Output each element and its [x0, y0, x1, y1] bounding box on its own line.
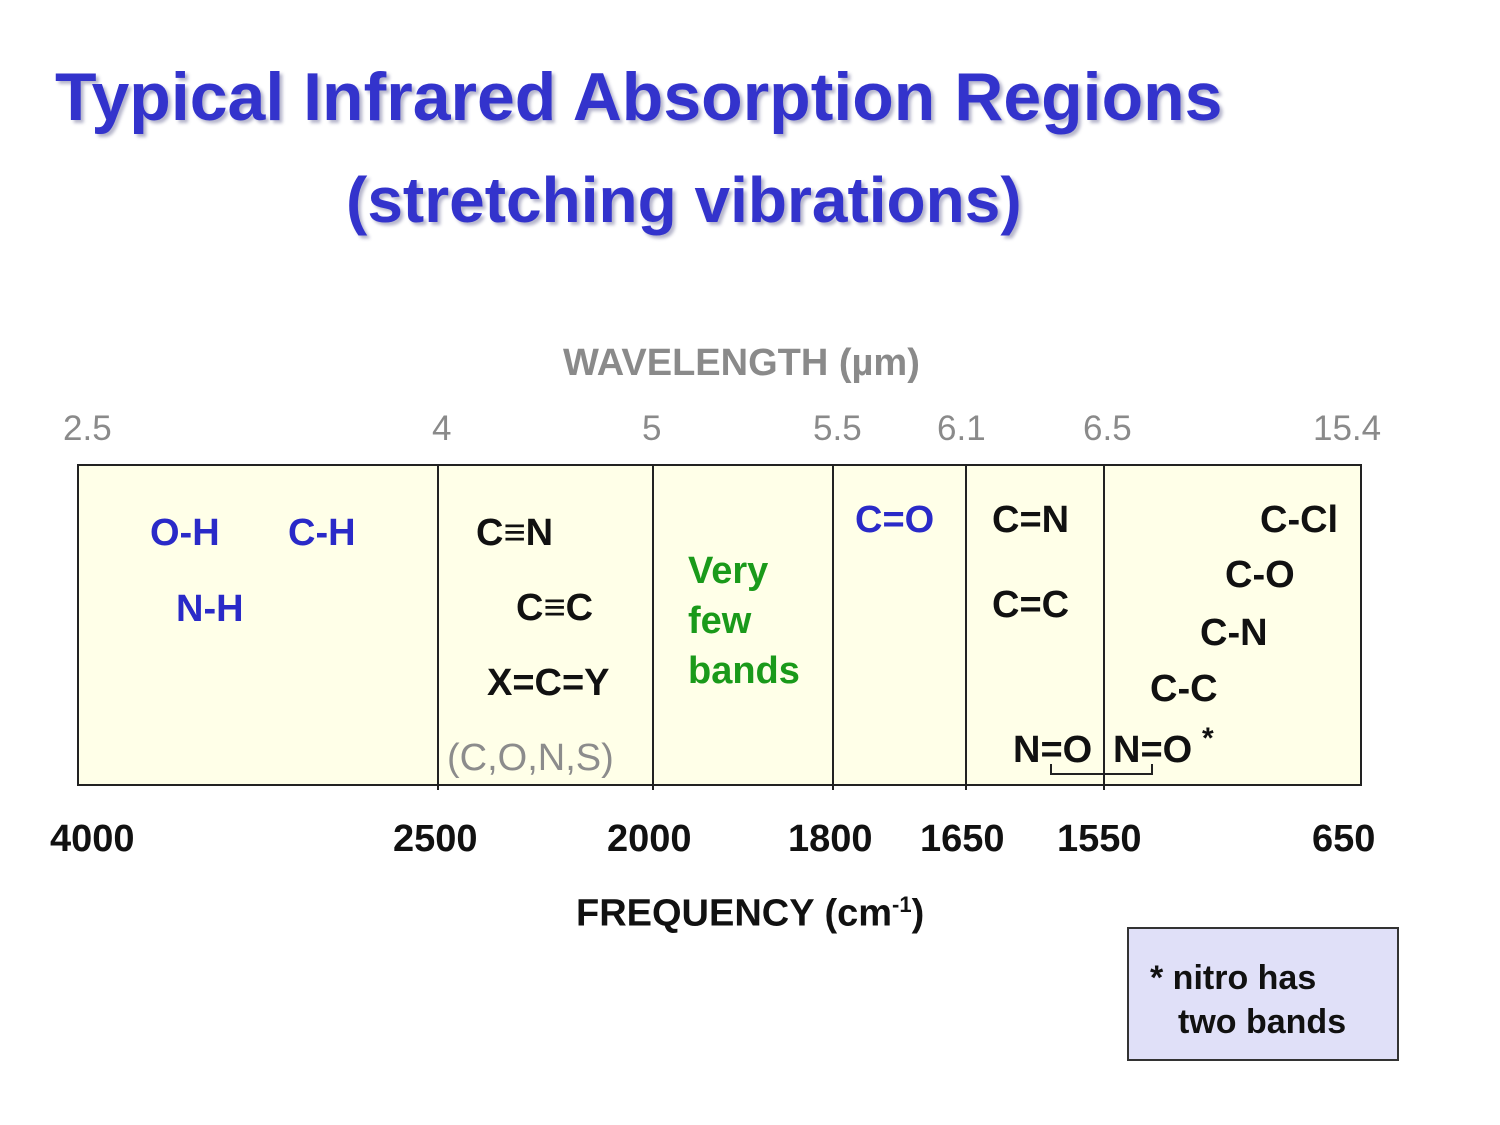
- wavelength-tick: 5: [642, 409, 662, 448]
- group-c-c: C-C: [1150, 668, 1218, 710]
- region-divider: [1103, 464, 1105, 790]
- group-n-double-o-1: N=O: [1013, 729, 1093, 771]
- group-oh: O-H: [150, 512, 220, 554]
- wavelength-tick: 4: [432, 409, 452, 448]
- group-c-double-c: C=C: [992, 584, 1070, 626]
- frequency-tick: 4000: [50, 818, 135, 860]
- wavelength-tick: 5.5: [813, 409, 862, 448]
- note-line-2: two bands: [1178, 1003, 1347, 1041]
- wavelength-tick: 15.4: [1313, 409, 1382, 448]
- frequency-tick: 2000: [607, 818, 692, 860]
- very-few-bands-line1: Very: [688, 550, 769, 592]
- slide-title: Typical Infrared Absorption Regions: [55, 59, 1223, 135]
- note-line-1: * nitro has: [1150, 959, 1317, 997]
- frequency-axis-label: FREQUENCY (cm-1): [576, 892, 924, 936]
- region-divider: [965, 464, 967, 790]
- group-x-c-y: X=C=Y: [487, 662, 610, 704]
- region-divider: [832, 464, 834, 790]
- group-c-n: C-N: [1200, 612, 1268, 654]
- slide-subtitle: (stretching vibrations): [346, 164, 1022, 236]
- frequency-label-sup: -1: [892, 892, 912, 917]
- group-xcy-note: (C,O,N,S): [447, 737, 614, 779]
- group-c-double-n: C=N: [992, 499, 1070, 541]
- frequency-tick: 1550: [1057, 818, 1142, 860]
- group-c-o: C-O: [1225, 554, 1295, 596]
- frequency-tick: 2500: [393, 818, 478, 860]
- absorption-chart: [77, 464, 1362, 786]
- frequency-tick: 1800: [788, 818, 873, 860]
- wavelength-tick: 2.5: [63, 409, 112, 448]
- wavelength-axis-label: WAVELENGTH (µm): [563, 342, 920, 384]
- group-c-triple-c: C≡C: [516, 587, 594, 629]
- nitro-note-box: [1127, 927, 1399, 1061]
- wavelength-tick: 6.5: [1083, 409, 1132, 448]
- frequency-label-text: FREQUENCY (cm: [576, 892, 893, 935]
- wavelength-tick: 6.1: [937, 409, 986, 448]
- nitro-bracket: [1050, 764, 1153, 775]
- asterisk-marker: *: [1202, 722, 1214, 755]
- frequency-tick: 1650: [920, 818, 1005, 860]
- group-c-double-o: C=O: [855, 499, 935, 541]
- group-ch: C-H: [288, 512, 356, 554]
- very-few-bands-line3: bands: [688, 650, 800, 692]
- group-nh: N-H: [176, 588, 244, 630]
- group-c-cl: C-Cl: [1260, 499, 1339, 541]
- frequency-label-end: ): [911, 892, 925, 935]
- group-c-triple-n: C≡N: [476, 512, 554, 554]
- region-divider: [437, 464, 439, 790]
- region-divider: [652, 464, 654, 790]
- very-few-bands-line2: few: [688, 600, 752, 642]
- frequency-tick: 650: [1312, 818, 1376, 860]
